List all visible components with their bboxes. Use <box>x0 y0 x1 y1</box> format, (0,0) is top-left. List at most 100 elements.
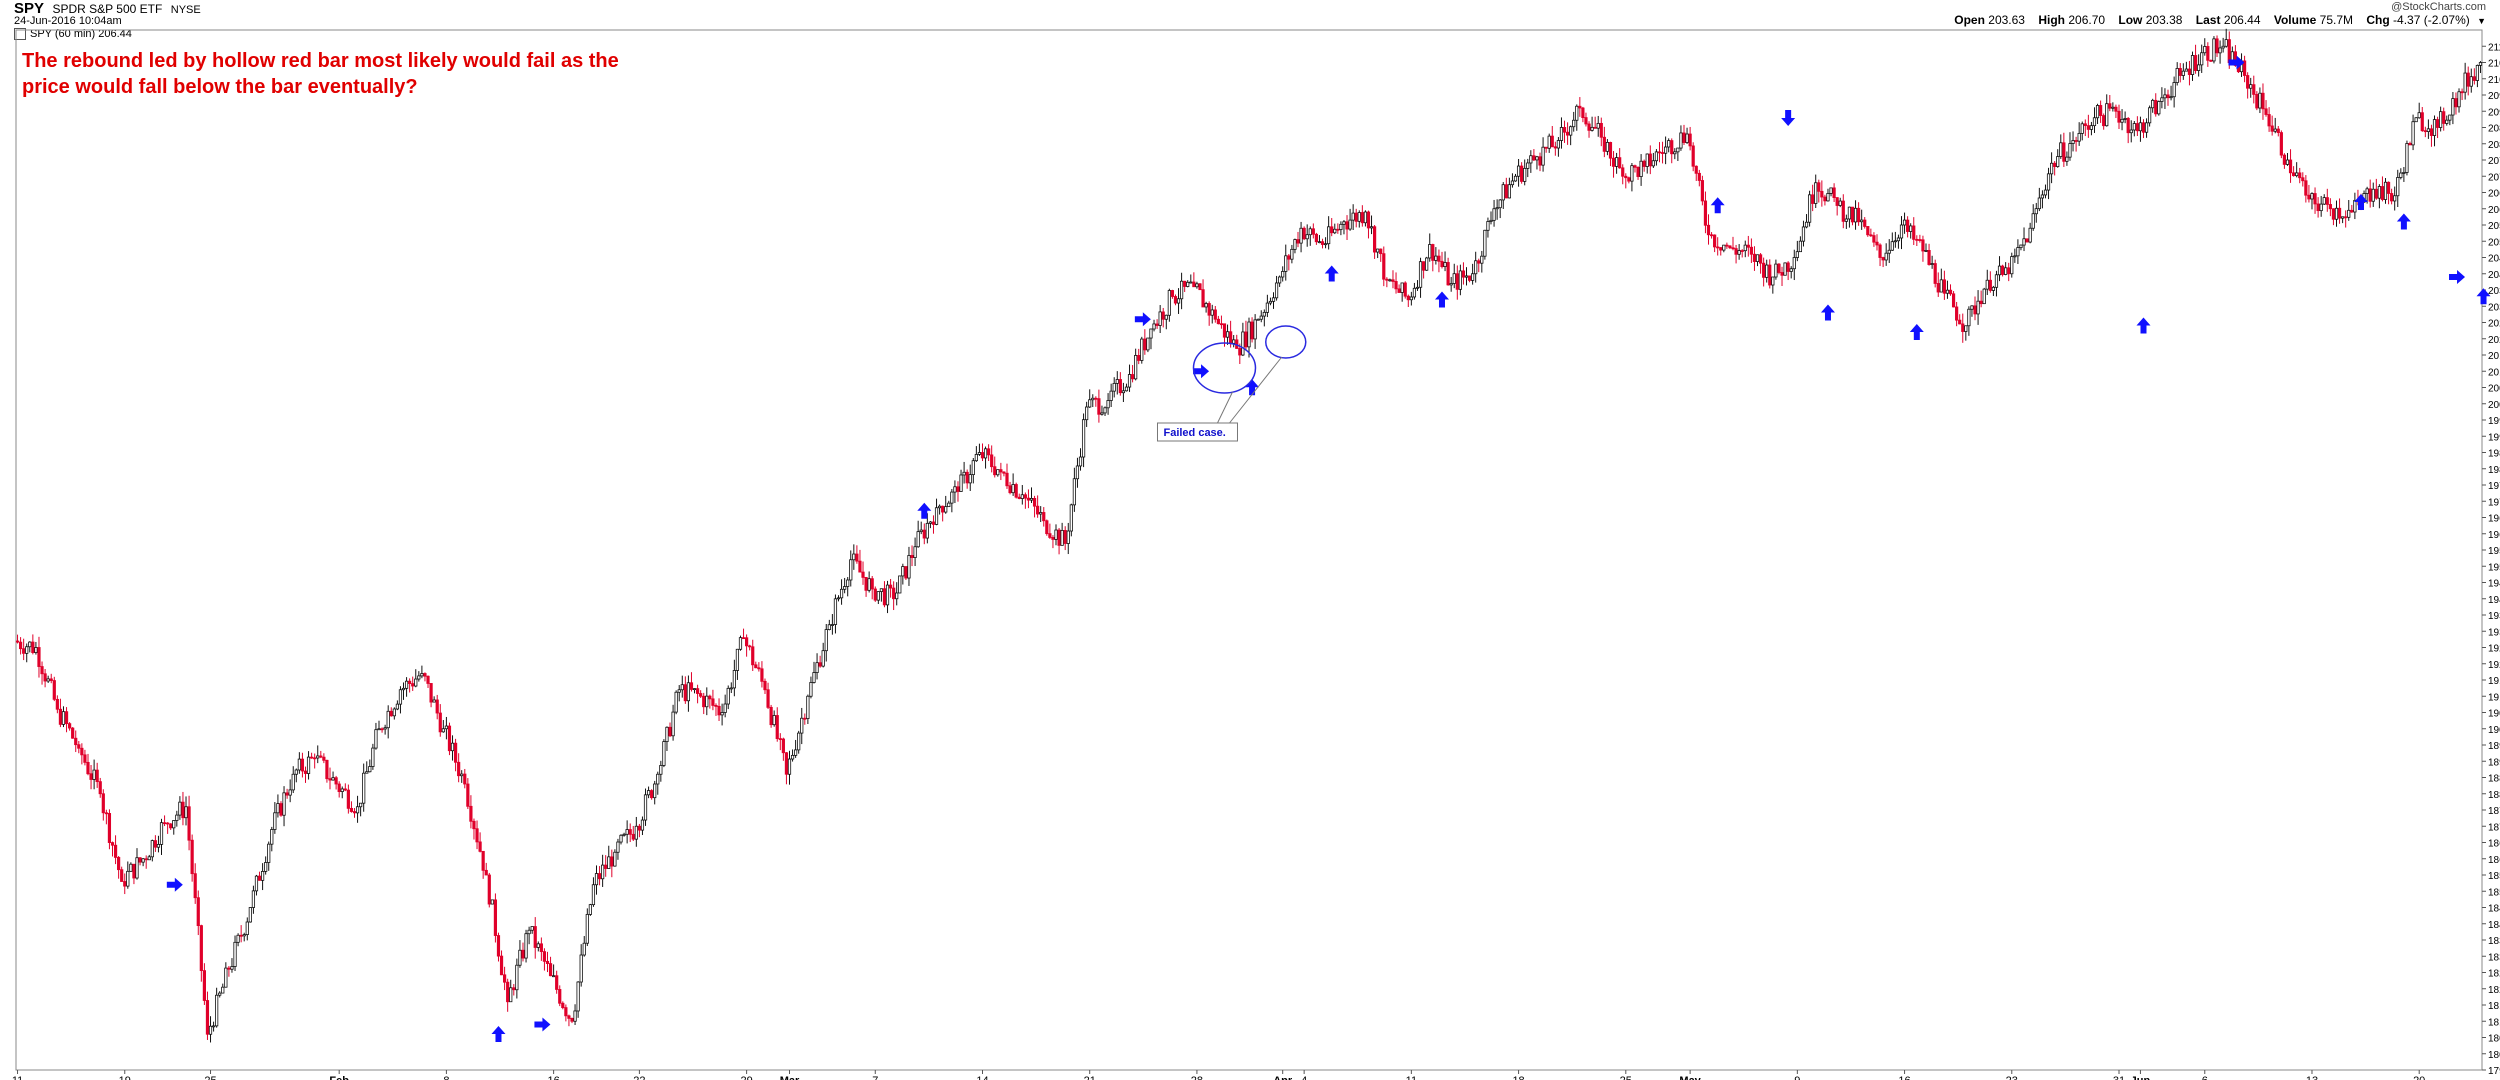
candle-body <box>898 575 902 594</box>
candle-body <box>567 1015 571 1019</box>
candle-body <box>46 678 50 682</box>
candle-body <box>536 943 540 948</box>
candle-body <box>1664 146 1668 154</box>
candle-body <box>864 576 868 591</box>
y-tick-label: 208.5 <box>2488 124 2500 135</box>
candle-body <box>990 454 994 468</box>
highlight-circle <box>1265 325 1307 359</box>
candle-body <box>579 954 583 983</box>
candle-body <box>1734 248 1738 255</box>
candle-body <box>1376 248 1380 253</box>
candle-body <box>49 678 53 681</box>
candle-body <box>273 812 277 830</box>
candle-body <box>2445 119 2449 124</box>
candle-body <box>735 648 740 671</box>
candle-body <box>1596 122 1600 129</box>
candle-body <box>2285 159 2290 165</box>
candle-body <box>1565 131 1570 136</box>
candle-body <box>607 856 611 869</box>
candle-body <box>2304 180 2308 196</box>
candle-body <box>2111 106 2115 109</box>
candle-body <box>1780 272 1784 276</box>
candle-body <box>2374 188 2378 199</box>
candle-body <box>2255 94 2259 109</box>
candle-body <box>1351 212 1355 221</box>
candle-body <box>496 935 501 957</box>
candle-body <box>2184 68 2188 72</box>
candle-body <box>2442 111 2446 124</box>
candle-body <box>729 687 733 690</box>
candle-body <box>1924 250 1928 252</box>
candle-body <box>1170 290 1175 297</box>
candle-body <box>1832 187 1836 198</box>
candle-body <box>1115 379 1119 384</box>
candle-body <box>1645 153 1649 167</box>
candle-body <box>790 754 795 760</box>
candle-body <box>2004 267 2008 275</box>
candle-body <box>1853 207 1858 223</box>
candle-body <box>117 857 121 871</box>
candle-body <box>1002 471 1006 474</box>
y-tick-label: 180.0 <box>2488 1050 2500 1061</box>
candle-body <box>126 870 130 887</box>
candle-body <box>821 650 825 667</box>
candle-body <box>1078 456 1083 467</box>
candle-body <box>475 828 479 843</box>
candle-body <box>2246 75 2250 89</box>
candle-body <box>1241 331 1245 356</box>
candle-body <box>1896 237 1901 242</box>
candle-body <box>1437 255 1441 262</box>
candle-body <box>1265 302 1269 313</box>
candle-body <box>447 725 452 752</box>
candle-body <box>383 727 387 730</box>
callout-text: Failed case. <box>1163 427 1225 439</box>
candle-body <box>245 921 249 935</box>
candle-body <box>1256 318 1260 321</box>
candle-body <box>662 741 666 766</box>
candle-body <box>1431 244 1435 261</box>
open-value: 203.63 <box>1988 13 2025 27</box>
ohlc-readout: Open 203.63 High 206.70 Low 203.38 Last … <box>1944 13 2486 27</box>
candle-body <box>2215 38 2219 54</box>
candle-body <box>2411 121 2415 146</box>
candle-body <box>1048 533 1052 538</box>
y-tick-label: 189.0 <box>2488 757 2500 768</box>
last-value: 206.44 <box>2223 13 2261 27</box>
candle-body <box>438 712 442 733</box>
candle-body <box>1372 226 1377 253</box>
x-tick-label: 11 <box>12 1075 23 1080</box>
y-tick-label: 195.5 <box>2488 546 2500 557</box>
candle-body <box>616 841 620 853</box>
candle-body <box>435 699 439 714</box>
candle-body <box>1927 250 1931 265</box>
candle-body <box>1183 280 1187 287</box>
candle-body <box>2423 130 2427 133</box>
candle-body <box>1878 244 1882 258</box>
candle-body <box>1651 160 1655 167</box>
candle-body <box>1930 263 1934 265</box>
x-tick-label: 20 <box>2413 1075 2425 1080</box>
chevron-down-icon[interactable]: ▼ <box>2477 16 2486 26</box>
candle-body <box>1323 243 1328 246</box>
candle-body <box>1709 234 1714 237</box>
candle-body <box>1670 140 1674 155</box>
candle-body <box>2322 197 2326 205</box>
candle-body <box>1654 151 1659 162</box>
candle-body <box>1823 196 1827 202</box>
candle-body <box>371 747 375 767</box>
candle-body <box>1976 300 1980 315</box>
up-arrow-icon <box>1710 197 1725 214</box>
right-arrow-icon <box>2228 55 2245 70</box>
y-tick-label: 182.0 <box>2488 985 2500 996</box>
candle-body <box>291 773 295 791</box>
candle-body <box>1250 321 1254 340</box>
candle-body <box>873 588 877 601</box>
y-tick-label: 193.5 <box>2488 611 2500 622</box>
candle-body <box>2466 72 2470 87</box>
candle-body <box>751 646 755 666</box>
candle-body <box>2451 98 2455 116</box>
candle-body <box>1572 119 1576 128</box>
candle-body <box>861 571 865 578</box>
up-arrow-icon <box>2353 194 2368 210</box>
x-tick-label: 21 <box>1084 1075 1096 1080</box>
